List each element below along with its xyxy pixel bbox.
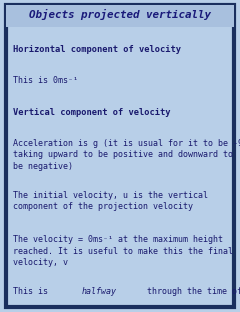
Text: The initial velocity, u is the vertical
component of the projection velocity: The initial velocity, u is the vertical … [13,191,208,212]
Text: halfway: halfway [82,287,117,296]
Text: The velocity = 0ms⁻¹ at the maximum height
reached. It is useful to make this th: The velocity = 0ms⁻¹ at the maximum heig… [13,235,233,267]
Text: Horizontal component of velocity: Horizontal component of velocity [13,45,181,54]
Text: Acceleration is g (it is usual for it to be -9.81
taking upward to be positive a: Acceleration is g (it is usual for it to… [13,139,240,171]
Text: This is: This is [13,287,53,296]
FancyBboxPatch shape [6,5,234,307]
Text: through the time of flight: through the time of flight [142,287,240,296]
Bar [6,5,234,27]
Text: Vertical component of velocity: Vertical component of velocity [13,108,171,117]
Text: Objects projected vertically: Objects projected vertically [29,9,211,21]
Text: This is 0ms⁻¹: This is 0ms⁻¹ [13,76,78,85]
